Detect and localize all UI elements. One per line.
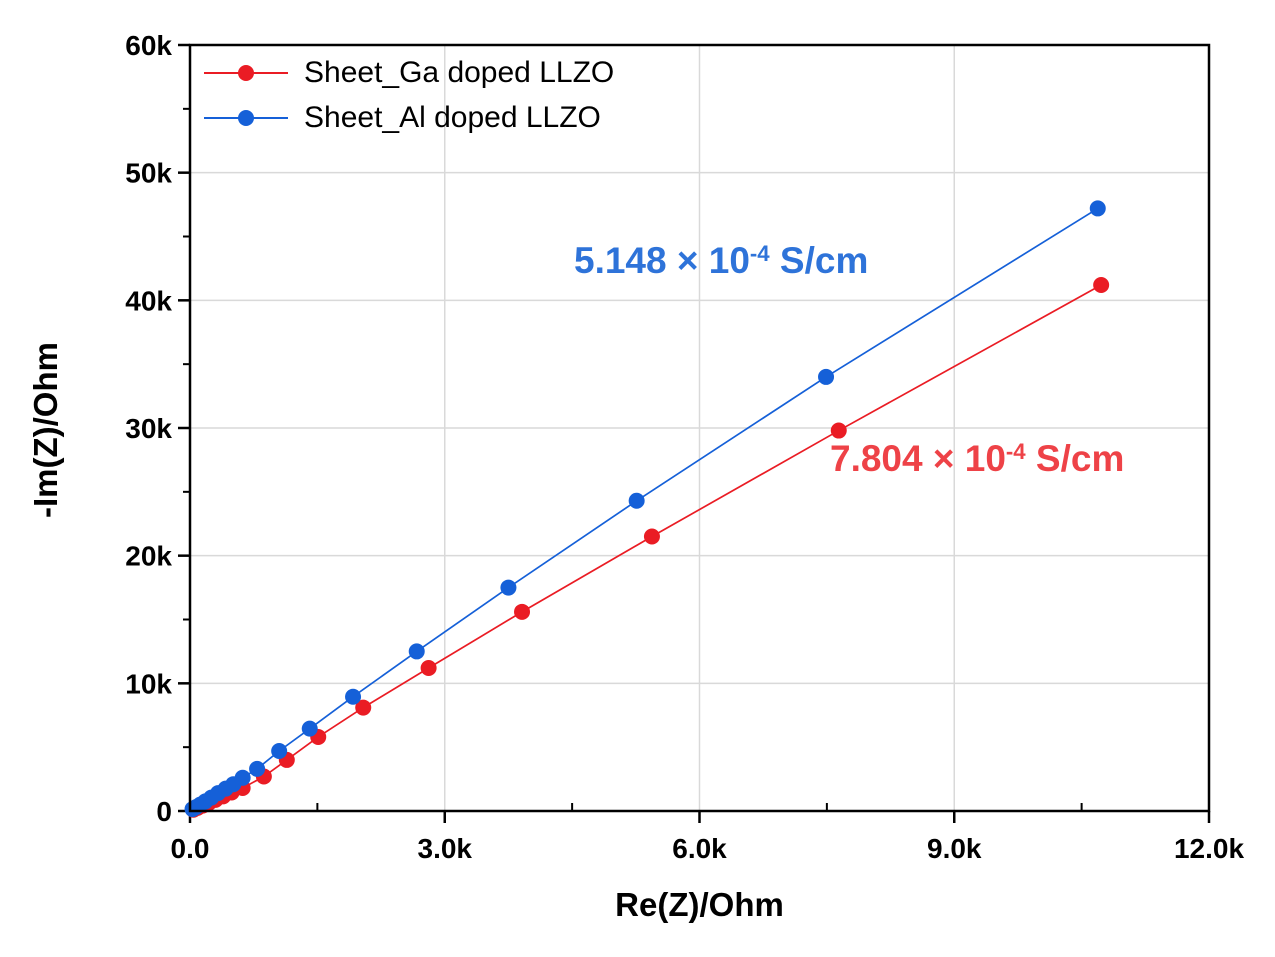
y-tick-label: 20k bbox=[125, 541, 172, 572]
legend-label-al-doped: Sheet_Al doped LLZO bbox=[304, 100, 601, 134]
legend-item-al-doped: Sheet_Al doped LLZO bbox=[202, 95, 614, 140]
x-tick-label: 12.0k bbox=[1174, 833, 1244, 864]
data-point-series-1 bbox=[345, 688, 362, 705]
y-tick-label: 40k bbox=[125, 285, 172, 316]
data-point-series-1 bbox=[500, 579, 517, 596]
data-point-series-0 bbox=[643, 528, 660, 545]
x-tick-label: 9.0k bbox=[927, 833, 982, 864]
annotation-al-conductivity: 5.148 × 10-4 S/cm bbox=[574, 240, 868, 282]
legend-dot-blue bbox=[238, 109, 254, 126]
data-point-series-1 bbox=[1089, 200, 1106, 217]
legend: Sheet_Ga doped LLZO Sheet_Al doped LLZO bbox=[202, 50, 614, 140]
annotation-superscript: -4 bbox=[749, 240, 770, 266]
data-point-series-1 bbox=[301, 720, 318, 737]
plot-frame bbox=[188, 43, 1211, 813]
annotation-text-part: S/cm bbox=[769, 240, 869, 281]
annotation-text-part: 5.148 × 10 bbox=[574, 240, 750, 281]
legend-dot-red bbox=[238, 64, 254, 81]
annotation-text-part: S/cm bbox=[1025, 438, 1125, 479]
x-tick-label: 0.0 bbox=[171, 833, 210, 864]
annotation-text-part: 7.804 × 10 bbox=[830, 438, 1006, 479]
data-point-series-1 bbox=[408, 643, 425, 660]
y-tick-label: 0 bbox=[156, 796, 172, 827]
legend-marker-red-icon bbox=[204, 64, 288, 81]
x-axis-title: Re(Z)/Ohm bbox=[615, 886, 784, 923]
annotation-superscript: -4 bbox=[1005, 438, 1026, 464]
x-tick-label: 6.0k bbox=[672, 833, 727, 864]
x-tick-label: 3.0k bbox=[418, 833, 473, 864]
legend-item-ga-doped: Sheet_Ga doped LLZO bbox=[202, 50, 614, 95]
y-tick-label: 50k bbox=[125, 158, 172, 189]
y-tick-label: 60k bbox=[125, 30, 172, 61]
data-point-series-1 bbox=[818, 368, 835, 385]
legend-marker-blue-icon bbox=[204, 109, 288, 126]
data-point-series-1 bbox=[249, 760, 266, 777]
y-tick-label: 10k bbox=[125, 668, 172, 699]
data-point-series-0 bbox=[514, 603, 531, 620]
annotation-ga-conductivity: 7.804 × 10-4 S/cm bbox=[830, 438, 1124, 480]
data-point-series-1 bbox=[628, 492, 645, 509]
data-point-series-0 bbox=[355, 699, 372, 716]
data-point-series-0 bbox=[420, 660, 437, 677]
data-point-series-1 bbox=[271, 742, 288, 759]
legend-label-ga-doped: Sheet_Ga doped LLZO bbox=[304, 55, 615, 89]
data-point-series-0 bbox=[830, 422, 847, 439]
data-point-series-0 bbox=[1093, 277, 1110, 294]
series-line-1 bbox=[192, 207, 1099, 810]
y-tick-label: 30k bbox=[125, 413, 172, 444]
y-axis-title: -Im(Z)/Ohm bbox=[27, 342, 64, 518]
data-point-series-1 bbox=[234, 769, 251, 786]
series-line-0 bbox=[193, 284, 1102, 811]
